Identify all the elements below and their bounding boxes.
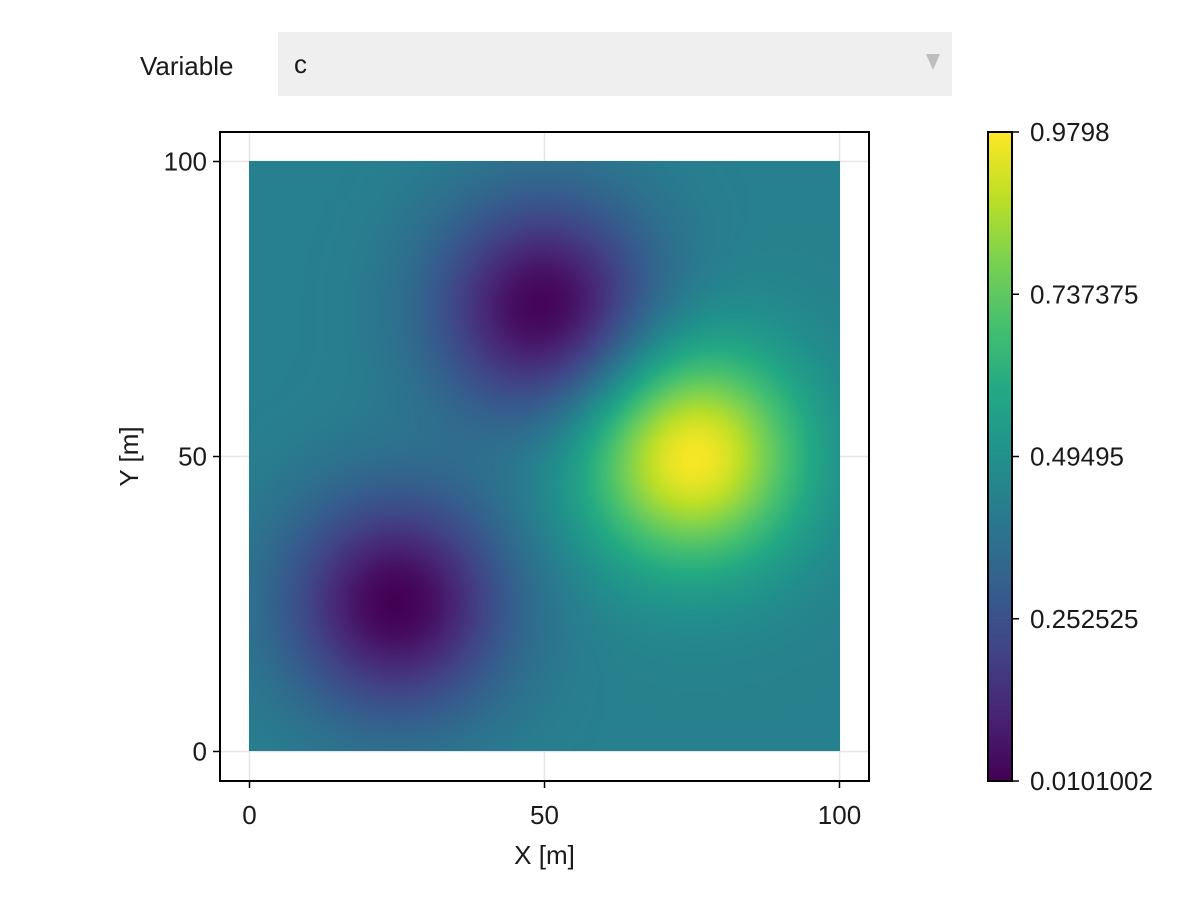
colorbar-tick-label-3: 0.737375 (1030, 279, 1138, 309)
colorbar-tick-label-1: 0.252525 (1030, 604, 1138, 634)
colorbar-tick-label-2: 0.49495 (1030, 442, 1124, 472)
y-tick-label-0: 0 (193, 737, 207, 767)
y-tick-label-2: 100 (164, 147, 207, 177)
variable-label: Variable (140, 51, 234, 81)
y-tick-label-1: 50 (178, 442, 207, 472)
x-tick-label-1: 50 (530, 800, 559, 830)
variable-select[interactable]: c (278, 32, 952, 96)
variable-select-value: c (294, 48, 307, 79)
x-tick-label-0: 0 (242, 800, 256, 830)
chevron-down-icon[interactable] (926, 54, 940, 70)
colorbar-frame (987, 131, 1013, 782)
heatmap (249, 161, 840, 751)
y-axis-label: Y [m] (114, 426, 144, 486)
tick-layer: 0 50 100 0 50 100 0.0101002 0.252525 0.49495 0.73… (164, 117, 1153, 830)
colorbar-tick-label-4: 0.9798 (1030, 117, 1110, 147)
x-tick-label-2: 100 (818, 800, 861, 830)
plot-frame (219, 131, 870, 782)
colorbar (988, 132, 1012, 781)
x-axis-label: X [m] (514, 840, 575, 870)
colorbar-tick-label-0: 0.0101002 (1030, 766, 1153, 796)
